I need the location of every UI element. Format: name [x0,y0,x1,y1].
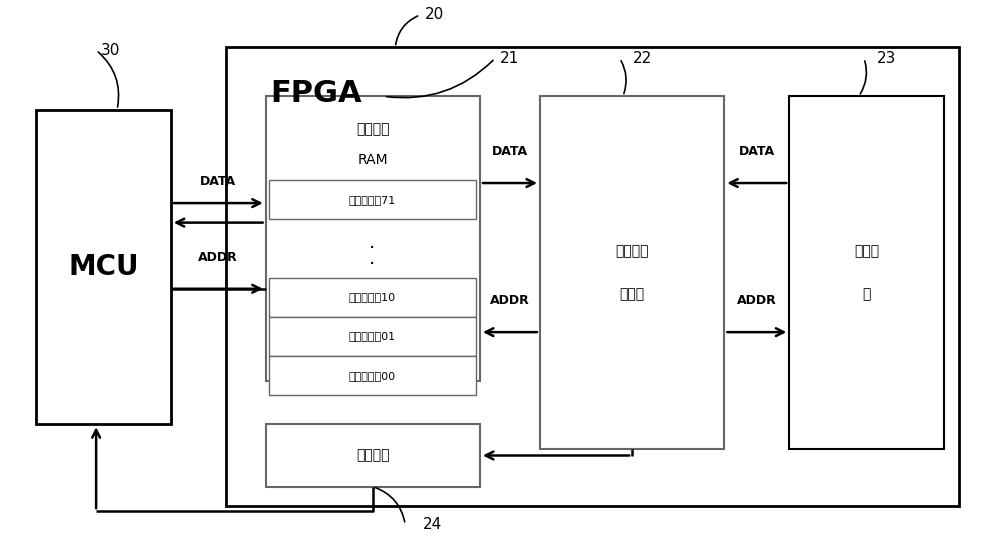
Text: FPGA: FPGA [271,79,362,108]
Text: 比较寄存器00: 比较寄存器00 [349,371,396,380]
Text: DATA: DATA [739,145,775,158]
Text: ADDR: ADDR [198,251,238,264]
Text: 状态机: 状态机 [620,287,645,301]
Text: DATA: DATA [200,175,236,188]
Text: ·: · [369,239,375,258]
Text: 比较寄存器10: 比较寄存器10 [349,293,396,302]
Bar [269,180,476,219]
Text: RAM: RAM [358,153,388,167]
Text: 比较控制: 比较控制 [615,244,649,258]
Bar [269,278,476,317]
Bar [269,356,476,395]
Text: 堆: 堆 [862,287,871,301]
Text: DATA: DATA [492,145,528,158]
Bar [36,110,171,425]
Text: 双端口块: 双端口块 [356,122,390,136]
Text: 计数器: 计数器 [854,244,879,258]
Text: ADDR: ADDR [490,294,530,307]
Text: 21: 21 [500,51,519,66]
Bar [226,47,959,506]
Text: 30: 30 [101,43,120,58]
Bar [540,96,724,449]
Text: ·: · [369,255,375,274]
Text: 24: 24 [423,517,442,532]
Bar [269,317,476,356]
Text: ADDR: ADDR [737,294,777,307]
Text: 20: 20 [425,8,444,22]
Bar [266,425,480,487]
Text: MCU: MCU [68,253,139,281]
Bar [266,96,480,381]
Text: 23: 23 [877,51,896,66]
Text: 22: 22 [633,51,652,66]
Text: 比较寄存器01: 比较寄存器01 [349,331,396,342]
Text: 比较寄存器71: 比较寄存器71 [349,195,396,205]
Text: 中断模块: 中断模块 [356,449,390,463]
Bar [789,96,944,449]
